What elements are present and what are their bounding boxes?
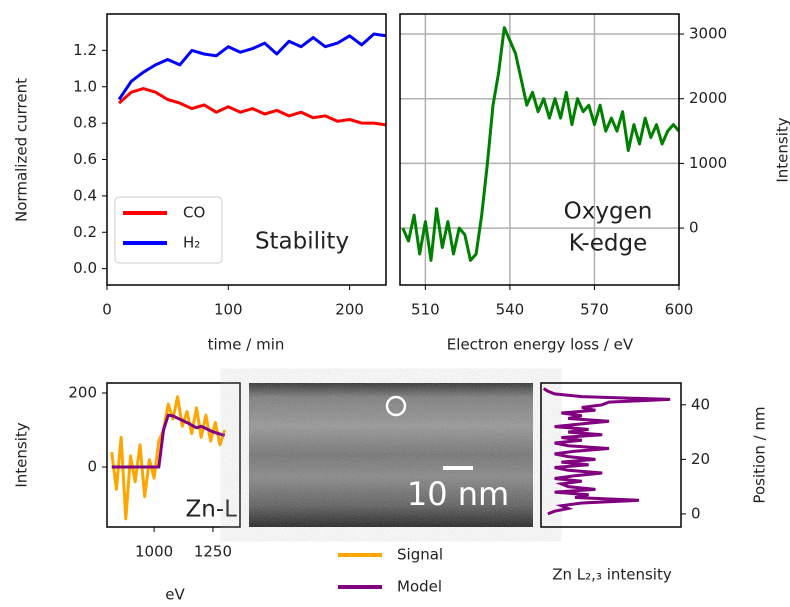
y-tick-label: 0 (691, 504, 701, 522)
profile-line (544, 389, 670, 514)
legend-label: CO (183, 204, 205, 222)
x-tick-label: 200 (335, 301, 364, 319)
y-tick-label: 1000 (689, 154, 727, 172)
x-tick-label: 600 (665, 301, 694, 319)
annotation: Oxygen (564, 199, 653, 225)
scale-label: 10 nm (407, 475, 509, 513)
plot-area (544, 389, 670, 514)
y-tick-label: 0.8 (73, 114, 97, 132)
legend-label: Model (397, 578, 442, 596)
y-tick-label: 0.0 (73, 259, 97, 277)
x-tick-label: 1250 (194, 543, 232, 561)
y-tick-label: 3000 (689, 25, 727, 43)
series-line (119, 34, 386, 100)
y-axis-label: Intensity (13, 422, 31, 487)
x-axis-label: eV (165, 586, 185, 604)
x-tick-label: 510 (411, 301, 440, 319)
x-axis-label: time / min (208, 336, 285, 354)
plot-area (119, 34, 386, 125)
y-tick-label: 0.2 (73, 223, 97, 241)
x-tick-label: 540 (496, 301, 525, 319)
y-tick-label: 200 (68, 383, 97, 401)
y-tick-label: 0.6 (73, 150, 97, 168)
y-axis-label: Normalized current (13, 78, 31, 222)
y-tick-label: 40 (691, 395, 710, 413)
y-tick-label: 2000 (689, 89, 727, 107)
y-tick-label: 0 (689, 219, 699, 237)
y-tick-label: 1.2 (73, 41, 97, 59)
legend-label: H₂ (183, 234, 200, 252)
y-tick-label: 0 (87, 458, 97, 476)
legend-box (115, 197, 222, 263)
series-line (403, 28, 679, 261)
plot-area (403, 28, 679, 261)
y-tick-label: 20 (691, 450, 710, 468)
y-axis-label: Intensity (774, 117, 790, 182)
annotation: K-edge (569, 231, 647, 257)
y-tick-label: 1.0 (73, 77, 97, 95)
x-tick-label: 570 (580, 301, 609, 319)
x-tick-label: 100 (214, 301, 243, 319)
annotation: Zn-L (186, 497, 238, 523)
x-tick-label: 0 (102, 301, 112, 319)
x-axis-label: Zn L₂,₃ intensity (552, 566, 672, 584)
x-axis-label: Electron energy loss / eV (447, 336, 634, 354)
x-tick-label: 1000 (135, 543, 173, 561)
legend-label: Signal (397, 546, 443, 564)
annotation: Stability (255, 229, 349, 255)
series-line (119, 89, 386, 125)
y-tick-label: 0.4 (73, 186, 97, 204)
y-axis-label: Position / nm (751, 406, 769, 503)
